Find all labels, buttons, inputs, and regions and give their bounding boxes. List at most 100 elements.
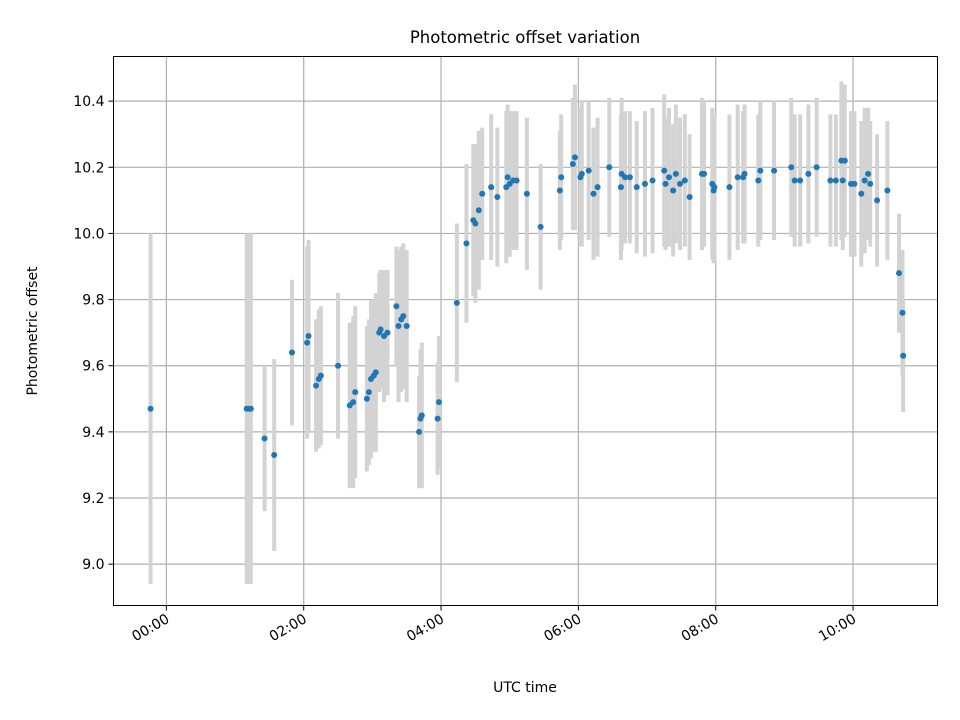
y-tick-label: 9.0 <box>82 557 104 573</box>
data-point <box>558 174 565 181</box>
y-tick-label: 9.4 <box>82 425 104 441</box>
plot-frame <box>113 56 938 606</box>
data-point <box>494 194 501 201</box>
y-tick-label: 9.2 <box>82 491 104 507</box>
data-point <box>606 164 613 171</box>
data-point <box>681 177 688 184</box>
chart-title: Photometric offset variation <box>410 28 640 47</box>
data-point <box>839 177 846 184</box>
data-point <box>670 187 677 194</box>
data-point <box>403 323 410 330</box>
data-point <box>472 220 479 227</box>
data-point <box>453 299 460 306</box>
y-tick-label: 9.6 <box>82 359 104 375</box>
data-point <box>271 452 278 459</box>
data-point <box>741 170 748 177</box>
y-tick-label: 10.0 <box>73 226 104 242</box>
y-tick-label: 10.2 <box>73 160 104 176</box>
data-point <box>771 167 778 174</box>
data-point <box>726 184 733 191</box>
data-point <box>622 174 629 181</box>
data-point <box>626 174 633 181</box>
data-point <box>797 177 804 184</box>
data-point <box>305 332 312 339</box>
data-point <box>317 372 324 379</box>
data-point <box>899 309 906 316</box>
data-point <box>434 415 441 422</box>
data-point <box>594 184 601 191</box>
data-point <box>633 184 640 191</box>
data-point <box>479 190 486 197</box>
y-axis: 9.0 9.2 9.4 9.6 9.8 10.0 10.2 10.4 <box>73 94 114 573</box>
y-axis-label: Photometric offset <box>25 266 41 396</box>
data-point <box>261 435 268 442</box>
data-point <box>867 180 874 187</box>
data-point <box>788 164 795 171</box>
data-point <box>851 180 858 187</box>
data-point <box>393 303 400 310</box>
data-point <box>861 177 868 184</box>
data-point <box>350 399 357 406</box>
data-point <box>365 389 372 396</box>
x-axis-label: UTC time <box>493 680 557 696</box>
data-point <box>884 187 891 194</box>
data-point <box>571 154 578 161</box>
data-point <box>641 180 648 187</box>
data-point <box>832 177 839 184</box>
data-point <box>757 167 764 174</box>
data-point <box>865 170 872 177</box>
data-point <box>791 177 798 184</box>
data-point <box>504 174 511 181</box>
data-point <box>463 240 470 247</box>
data-point <box>418 412 425 419</box>
data-point <box>395 323 402 330</box>
data-point <box>617 184 624 191</box>
data-point <box>569 160 576 167</box>
data-point <box>827 177 834 184</box>
data-point <box>661 167 668 174</box>
data-point <box>556 187 563 194</box>
data-point <box>686 194 693 201</box>
data-point <box>313 382 320 389</box>
data-point <box>372 369 379 376</box>
data-point <box>585 167 592 174</box>
point-layer <box>147 154 907 459</box>
data-point <box>896 270 903 277</box>
data-point <box>805 170 812 177</box>
data-point <box>841 157 848 164</box>
data-point <box>662 180 669 187</box>
data-point <box>416 428 423 435</box>
data-point <box>666 174 673 181</box>
data-point <box>400 313 407 320</box>
data-point <box>874 197 881 204</box>
data-point <box>649 177 656 184</box>
data-point <box>435 399 442 406</box>
data-point <box>672 170 679 177</box>
data-point <box>523 190 530 197</box>
data-point <box>677 180 683 187</box>
data-point <box>813 164 820 171</box>
data-point <box>363 395 370 402</box>
data-point <box>711 184 718 191</box>
data-point <box>537 223 544 230</box>
data-point <box>377 326 384 333</box>
data-point <box>304 339 311 346</box>
data-point <box>352 389 359 396</box>
y-tick-label: 9.8 <box>82 293 104 309</box>
data-point <box>578 170 585 177</box>
data-point <box>335 362 342 369</box>
data-point <box>900 352 907 359</box>
data-point <box>289 349 296 356</box>
data-point <box>513 177 520 184</box>
data-point <box>734 174 741 181</box>
data-point <box>701 170 708 177</box>
data-point <box>858 190 865 197</box>
data-point <box>247 405 254 412</box>
data-point <box>147 405 154 412</box>
data-point <box>384 329 391 336</box>
data-point <box>475 207 482 214</box>
data-point <box>755 177 762 184</box>
data-point <box>590 190 597 197</box>
data-point <box>488 184 495 191</box>
